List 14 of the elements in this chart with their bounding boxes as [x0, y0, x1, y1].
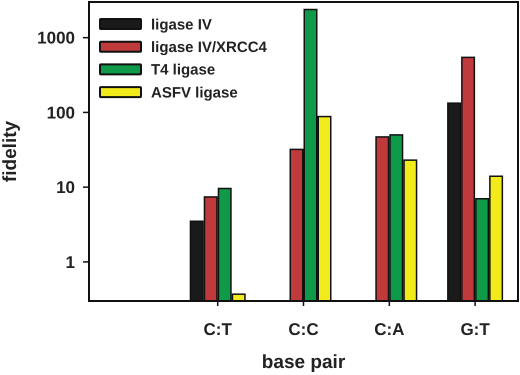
y-axis-title: fidelity: [0, 120, 21, 182]
x-axis-title: base pair: [262, 352, 346, 373]
x-tick-label: C:C: [288, 320, 319, 339]
x-tick-label: G:T: [460, 320, 490, 339]
y-tick-label: 1000: [37, 28, 75, 48]
legend-label: T4 ligase: [151, 62, 216, 79]
y-tick-label: 100: [46, 103, 75, 122]
legend-label: ligase IV: [151, 16, 212, 34]
legend-label: ligase IV/XRCC4: [151, 38, 268, 56]
x-tick-label: C:A: [374, 320, 404, 339]
y-tick-label: 1: [66, 252, 75, 272]
legend-label: ASFV ligase: [151, 84, 238, 102]
y-tick-label: 10: [56, 178, 75, 198]
x-tick-label: C:T: [204, 320, 232, 339]
